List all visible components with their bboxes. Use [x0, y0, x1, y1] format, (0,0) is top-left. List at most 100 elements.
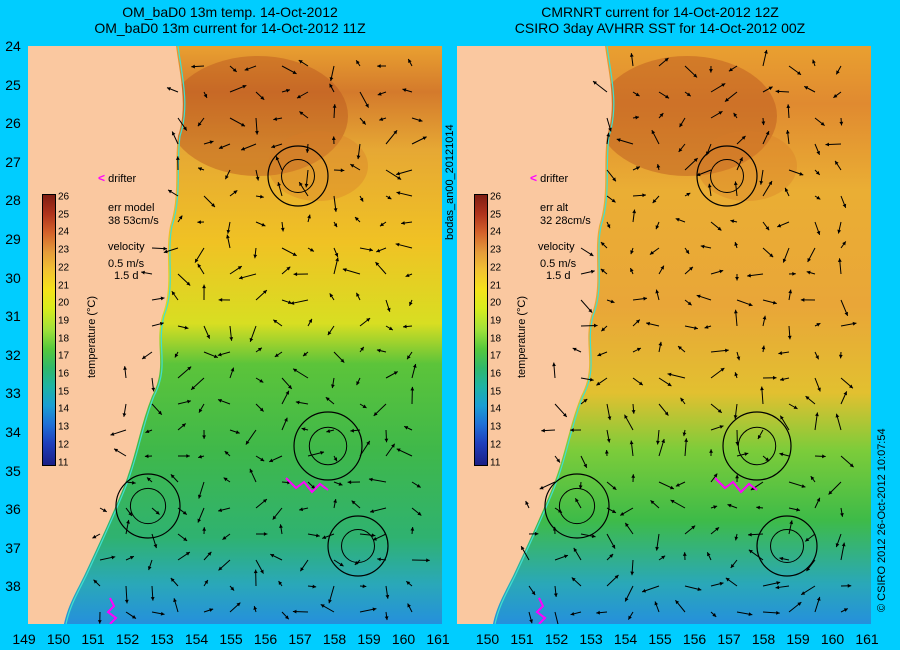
- current-vector-arrow: [684, 585, 702, 592]
- current-vector-arrow: [710, 269, 724, 275]
- current-vector-arrow: [411, 507, 422, 516]
- current-vector-arrow: [670, 499, 686, 509]
- current-vector-arrow: [124, 585, 129, 604]
- current-vector-arrow: [274, 351, 283, 358]
- current-vector-arrow: [197, 507, 205, 523]
- current-vector-arrow: [395, 242, 413, 249]
- current-vector-arrow: [271, 143, 283, 149]
- current-vector-arrow: [596, 610, 608, 615]
- current-vector-arrow: [624, 522, 634, 535]
- current-vector-arrow: [224, 450, 231, 457]
- current-vector-arrow: [405, 580, 413, 587]
- current-vector-arrow: [328, 585, 335, 604]
- eddy-streamline: [327, 515, 389, 577]
- current-vector-arrow: [651, 129, 660, 145]
- eddy-streamline: [267, 145, 329, 207]
- current-vector-arrow: [141, 270, 153, 275]
- left-map-panel: [28, 46, 442, 624]
- current-vector-arrow: [632, 319, 641, 327]
- current-vector-arrow: [554, 554, 569, 561]
- right-panel-title: CMRNRT current for 14-Oct-2012 12Z CSIRO…: [450, 4, 870, 36]
- current-vector-arrow: [667, 372, 686, 379]
- eddy-streamline: [737, 426, 777, 466]
- latitude-tick-label: 30: [5, 269, 21, 286]
- colorbar-tick-label: 21: [490, 280, 502, 291]
- colorbar-tick-label: 24: [58, 226, 70, 238]
- current-vector-arrow: [177, 117, 188, 131]
- current-vector-arrow: [539, 481, 556, 490]
- longitude-tick-label: 150: [475, 631, 500, 647]
- current-vector-arrow: [229, 117, 246, 127]
- current-vector-arrow: [329, 293, 335, 301]
- current-vector-arrow: [249, 325, 257, 343]
- colorbar-tick-label: 19: [58, 315, 70, 327]
- current-vector-arrow: [202, 429, 206, 439]
- current-vector-arrow: [804, 533, 816, 542]
- current-vector-arrow: [600, 241, 608, 249]
- current-vector-arrow: [710, 348, 729, 353]
- current-vector-arrow: [606, 403, 612, 421]
- colorbar-tick-label: 26: [490, 191, 502, 203]
- current-vector-arrow: [679, 117, 686, 128]
- current-vector-arrow: [710, 505, 718, 509]
- eddy-streamline: [129, 487, 167, 525]
- current-vector-arrow: [762, 247, 774, 258]
- current-vector-arrow: [596, 377, 608, 386]
- longitude-tick-label: 156: [682, 631, 707, 647]
- current-vector-arrow: [658, 403, 669, 416]
- current-vector-arrow: [710, 425, 724, 431]
- current-vector-arrow: [125, 555, 135, 561]
- current-vector-arrow: [99, 507, 107, 513]
- current-vector-arrow: [834, 160, 842, 171]
- current-vector-arrow: [177, 423, 187, 431]
- right-err-value: 32 28cm/s: [540, 215, 591, 227]
- current-vector-arrow: [658, 91, 670, 99]
- current-vector-arrow: [226, 221, 231, 234]
- colorbar-tick-label: 13: [490, 421, 502, 433]
- current-vector-arrow: [171, 131, 179, 145]
- current-vector-arrow: [290, 299, 309, 305]
- current-vector-arrow: [814, 412, 819, 431]
- current-vector-arrow: [597, 351, 608, 357]
- current-vector-arrow: [730, 559, 738, 569]
- current-vector-arrow: [788, 403, 798, 410]
- current-vector-arrow: [760, 386, 764, 405]
- current-vector-arrow: [652, 195, 660, 204]
- current-vector-arrow: [333, 168, 345, 173]
- longitude-tick-label: 155: [648, 631, 672, 647]
- current-vector-arrow: [684, 525, 696, 535]
- left-map-svg: [28, 46, 442, 624]
- left-panel-title: OM_baD0 13m temp. 14-Oct-2012 OM_baD0 13…: [20, 4, 440, 36]
- current-vector-arrow: [147, 559, 153, 571]
- drifter-track: [714, 477, 758, 494]
- current-vector-arrow: [281, 611, 290, 620]
- current-vector-arrow: [255, 498, 268, 509]
- current-vector-arrow: [177, 215, 183, 223]
- current-vector-arrow: [788, 271, 796, 276]
- current-vector-arrow: [762, 610, 780, 615]
- current-vector-arrow: [800, 585, 816, 596]
- current-vector-arrow: [748, 532, 764, 537]
- colorbar-tick-label: 25: [490, 209, 502, 221]
- right-velocity-label: velocity: [538, 241, 575, 253]
- current-vector-arrow: [332, 104, 337, 119]
- current-vector-arrow: [782, 247, 790, 263]
- current-vector-arrow: [411, 136, 427, 145]
- longitude-tick-label: 161: [855, 631, 879, 647]
- current-vector-arrow: [281, 266, 291, 275]
- current-vector-arrow: [354, 216, 361, 223]
- current-vector-arrow: [710, 611, 717, 618]
- current-vector-arrow: [675, 481, 686, 487]
- current-vector-arrow: [278, 580, 283, 587]
- current-vector-arrow: [377, 64, 387, 68]
- current-vector-arrow: [218, 507, 231, 513]
- current-vector-arrow: [710, 403, 723, 414]
- right-title-line2: CSIRO 3day AVHRR SST for 14-Oct-2012 00Z: [514, 20, 806, 36]
- current-vector-arrow: [541, 428, 556, 433]
- longitude-tick-label: 152: [115, 631, 140, 647]
- current-vector-arrow: [411, 558, 430, 563]
- current-vector-arrow: [606, 481, 617, 491]
- current-vector-arrow: [411, 481, 421, 488]
- current-vector-arrow: [762, 180, 773, 197]
- current-vector-arrow: [600, 268, 608, 275]
